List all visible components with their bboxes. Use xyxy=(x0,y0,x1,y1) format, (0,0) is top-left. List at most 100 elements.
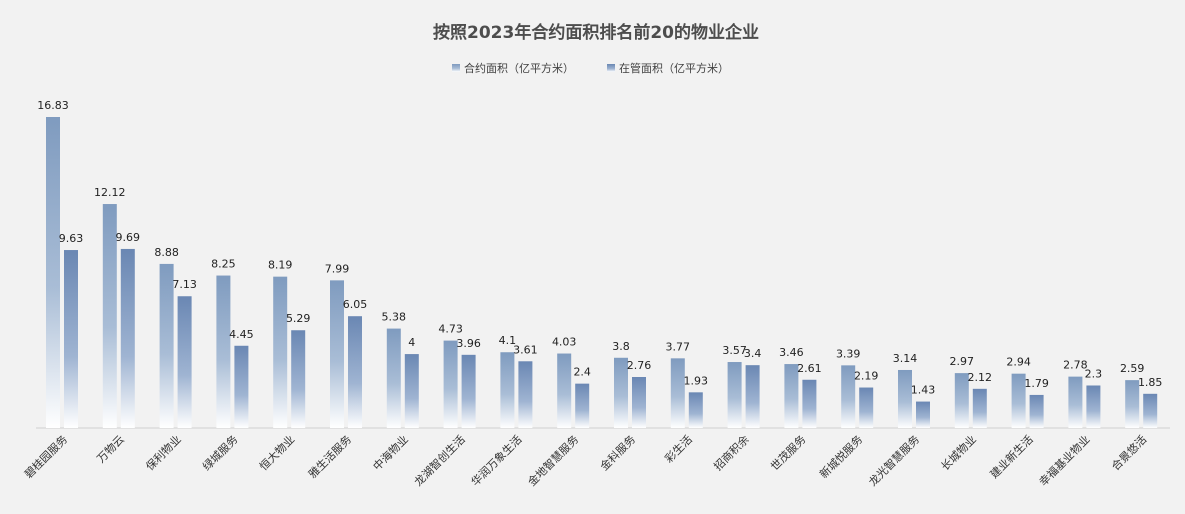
value-label-managed-13: 3.4 xyxy=(744,347,762,360)
value-label-managed-5: 5.29 xyxy=(286,312,311,325)
bar-contract-13 xyxy=(727,362,742,428)
bar-managed-7 xyxy=(404,354,419,428)
bar-contract-17 xyxy=(954,373,969,428)
value-label-managed-14: 2.61 xyxy=(797,362,822,375)
bar-managed-18 xyxy=(1029,394,1044,428)
category-label-2: 万物云 xyxy=(94,432,127,465)
category-labels-group: 碧桂园服务 万物云 保利物业 绿城服务 恒大物业 雅生活服务 中海物业 龙湖智创生活 华润万象生… xyxy=(21,432,1149,489)
value-label-contract-5: 8.19 xyxy=(268,259,293,272)
category-label-5: 恒大物业 xyxy=(256,432,297,473)
category-label-18: 建业新生活 xyxy=(987,432,1036,481)
value-label-contract-11: 3.8 xyxy=(612,340,630,353)
value-label-contract-19: 2.78 xyxy=(1063,359,1088,372)
category-label-16: 龙光智慧服务 xyxy=(866,432,923,489)
category-label-7: 中海物业 xyxy=(370,432,411,473)
value-label-managed-8: 3.96 xyxy=(456,337,481,350)
bar-managed-19 xyxy=(1086,385,1101,428)
value-label-contract-12: 3.77 xyxy=(666,340,691,353)
chart-title: 按照2023年合约面积排名前20的物业企业 xyxy=(433,22,759,43)
bar-managed-8 xyxy=(461,354,476,428)
bar-managed-20 xyxy=(1143,393,1158,428)
category-label-11: 金科服务 xyxy=(597,432,638,473)
value-label-managed-4: 4.45 xyxy=(229,328,254,341)
value-label-managed-2: 9.69 xyxy=(116,231,141,244)
bar-managed-16 xyxy=(916,401,930,428)
bar-contract-9 xyxy=(500,352,515,428)
category-label-1: 碧桂园服务 xyxy=(21,432,70,481)
value-label-managed-7: 4 xyxy=(408,336,415,349)
value-label-contract-7: 5.38 xyxy=(382,311,407,324)
bar-contract-2 xyxy=(102,204,117,428)
bar-contract-14 xyxy=(784,364,799,428)
bar-contract-18 xyxy=(1011,373,1026,428)
bar-managed-3 xyxy=(177,296,192,428)
category-label-14: 世茂服务 xyxy=(768,432,809,473)
bar-managed-15 xyxy=(859,387,874,428)
value-label-managed-15: 2.19 xyxy=(854,370,879,383)
bar-contract-11 xyxy=(614,357,628,428)
bar-managed-5 xyxy=(291,330,306,428)
bar-contract-6 xyxy=(330,280,344,428)
bar-contract-19 xyxy=(1068,376,1083,428)
value-label-contract-18: 2.94 xyxy=(1006,356,1031,369)
value-label-managed-20: 1.85 xyxy=(1138,376,1163,389)
category-label-4: 绿城服务 xyxy=(200,432,241,473)
category-label-9: 华润万象生活 xyxy=(468,432,525,489)
value-label-contract-17: 2.97 xyxy=(950,355,975,368)
bar-contract-5 xyxy=(273,276,288,428)
value-label-contract-9: 4.1 xyxy=(499,334,517,347)
bar-contract-4 xyxy=(216,275,231,428)
value-label-contract-13: 3.57 xyxy=(722,344,747,357)
bar-contract-8 xyxy=(443,340,458,428)
value-label-managed-10: 2.4 xyxy=(573,366,591,379)
bar-contract-20 xyxy=(1125,380,1140,428)
category-label-12: 彩生活 xyxy=(662,432,695,465)
value-label-managed-17: 2.12 xyxy=(968,371,993,384)
category-label-6: 雅生活服务 xyxy=(305,432,354,481)
bar-contract-1 xyxy=(46,117,60,428)
value-label-contract-8: 4.73 xyxy=(438,323,463,336)
value-label-contract-10: 4.03 xyxy=(552,336,577,349)
category-label-15: 新城悦服务 xyxy=(817,432,866,481)
category-label-13: 招商积余 xyxy=(711,432,752,473)
bar-contract-12 xyxy=(670,358,685,428)
category-label-17: 长城物业 xyxy=(938,432,979,473)
value-label-managed-18: 1.79 xyxy=(1024,377,1049,390)
legend-label-managed: 在管面积（亿平方米） xyxy=(619,61,729,75)
bar-managed-4 xyxy=(234,345,249,428)
bar-managed-10 xyxy=(575,383,590,428)
bar-managed-12 xyxy=(688,392,703,428)
value-labels-group: 16.83 9.63 12.12 9.69 8.88 7.13 8.25 4.45 8.19 5.… xyxy=(37,99,1162,397)
category-label-20: 合景悠活 xyxy=(1108,432,1149,473)
value-label-managed-12: 1.93 xyxy=(684,374,709,387)
legend-label-contract: 合约面积（亿平方米） xyxy=(464,61,574,75)
value-label-contract-6: 7.99 xyxy=(325,262,350,275)
bar-contract-7 xyxy=(386,328,401,428)
bar-contract-10 xyxy=(557,353,572,428)
bar-managed-6 xyxy=(348,316,362,428)
value-label-contract-16: 3.14 xyxy=(893,352,918,365)
value-label-contract-20: 2.59 xyxy=(1120,362,1145,375)
bar-managed-14 xyxy=(802,379,817,428)
bar-managed-1 xyxy=(64,250,78,428)
category-label-19: 幸福基业物业 xyxy=(1036,432,1093,489)
value-label-contract-15: 3.39 xyxy=(836,347,861,360)
value-label-managed-16: 1.43 xyxy=(911,384,936,397)
value-label-managed-11: 2.76 xyxy=(627,359,652,372)
value-label-contract-2: 12.12 xyxy=(94,186,126,199)
bar-contract-3 xyxy=(159,263,174,428)
value-label-managed-3: 7.13 xyxy=(172,278,197,291)
bar-managed-11 xyxy=(632,376,646,428)
legend-swatch-managed xyxy=(607,64,615,72)
value-label-managed-1: 9.63 xyxy=(59,232,84,245)
value-label-managed-9: 3.61 xyxy=(513,343,538,356)
bar-managed-9 xyxy=(518,361,533,428)
value-label-contract-3: 8.88 xyxy=(154,246,179,259)
category-label-3: 保利物业 xyxy=(143,432,184,473)
bar-managed-13 xyxy=(745,365,760,428)
value-label-contract-4: 8.25 xyxy=(211,258,236,271)
value-label-managed-19: 2.3 xyxy=(1085,367,1103,380)
bar-managed-2 xyxy=(120,248,135,428)
